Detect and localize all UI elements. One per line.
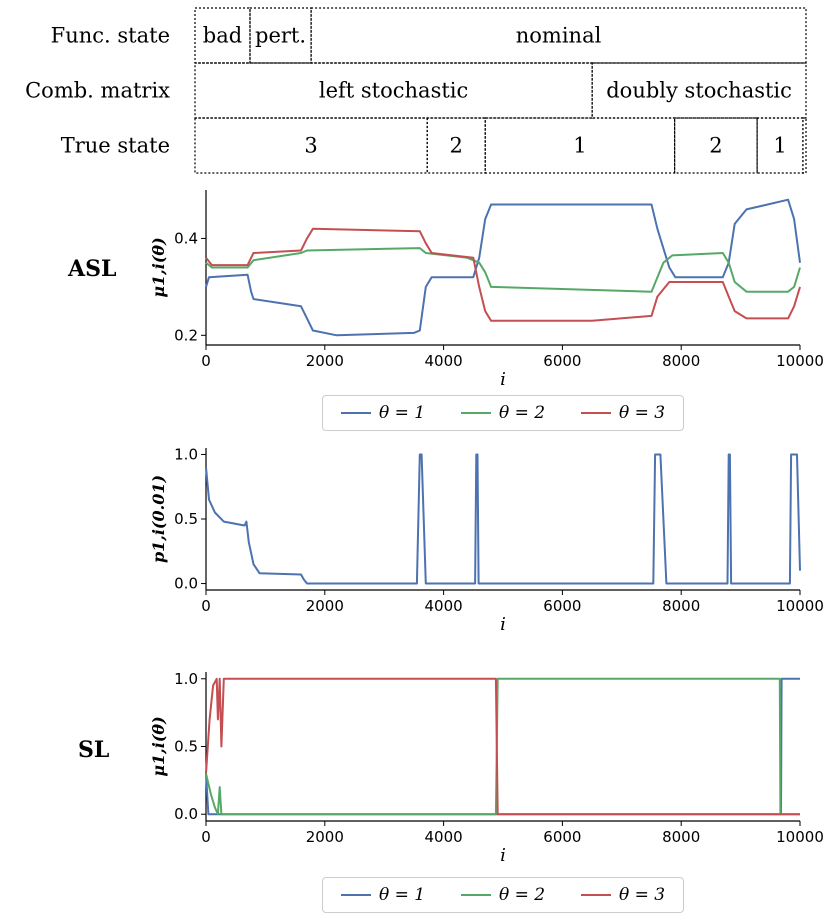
x-tick-label: 0 <box>201 597 211 615</box>
legend-swatch-theta2 <box>460 894 491 896</box>
legend-label-theta1: θ = 1 <box>378 885 426 905</box>
y-tick-label: 1.0 <box>174 445 198 463</box>
legend-swatch-theta2 <box>460 412 491 414</box>
timeline-segment-label: doubly stochastic <box>606 79 792 103</box>
x-tick-label: 0 <box>201 352 211 370</box>
timeline-segment-label: 1 <box>773 134 786 158</box>
y-axis-label: p1,i(0.01) <box>149 475 168 563</box>
x-tick-label: 0 <box>201 828 211 846</box>
timeline-segment-label: 1 <box>573 134 586 158</box>
sl-legend: θ = 1 θ = 2 θ = 3 <box>322 877 684 913</box>
timeline-segment-label: 2 <box>450 134 463 158</box>
series-line-θ2 <box>205 677 800 816</box>
x-tick-label: 2000 <box>306 828 344 846</box>
x-tick-label: 8000 <box>662 352 700 370</box>
legend-item-theta1: θ = 1 <box>340 885 426 905</box>
y-axis-label: μ1,i(θ) <box>149 237 168 297</box>
legend-item-theta2: θ = 2 <box>460 403 546 423</box>
x-axis-label: i <box>500 614 506 635</box>
legend-label-theta3: θ = 3 <box>618 403 666 423</box>
legend-item-theta3: θ = 3 <box>580 885 666 905</box>
y-tick-label: 0.4 <box>174 229 198 247</box>
legend-item-theta3: θ = 3 <box>580 403 666 423</box>
x-tick-label: 8000 <box>662 597 700 615</box>
x-tick-label: 2000 <box>306 597 344 615</box>
timeline-segment <box>802 117 807 174</box>
x-tick-label: 4000 <box>425 828 463 846</box>
x-tick-label: 6000 <box>543 352 581 370</box>
timeline-segment <box>310 7 807 64</box>
timeline-segment <box>484 117 676 174</box>
x-tick-label: 10000 <box>776 352 824 370</box>
timeline-segment-label: pert. <box>255 24 306 48</box>
timeline-segment <box>194 117 428 174</box>
timeline-segment-label: left stochastic <box>319 79 468 103</box>
timeline-segment <box>674 117 758 174</box>
timeline-row-label: Func. state <box>51 24 170 48</box>
sl-chart: 0 2000 4000 6000 8000 10000 0.0 0.5 1.0 i μ1,i(θ) <box>149 670 824 866</box>
x-tick-label: 6000 <box>543 597 581 615</box>
legend-label-theta2: θ = 2 <box>498 885 546 905</box>
sl-label: SL <box>78 737 110 763</box>
x-tick-label: 10000 <box>776 828 824 846</box>
x-tick-label: 6000 <box>543 828 581 846</box>
series-line-θ1 <box>205 198 801 337</box>
legend-label-theta1: θ = 1 <box>378 403 426 423</box>
timeline-segment-label: nominal <box>516 24 602 48</box>
y-axis-label: μ1,i(θ) <box>149 716 168 776</box>
legend-label-theta2: θ = 2 <box>498 403 546 423</box>
x-axis-label: i <box>500 369 506 390</box>
pvalue-chart: 0 2000 4000 6000 8000 10000 0.0 0.5 1.0 i p1,i(0.0… <box>149 445 824 635</box>
timeline-segment-label: 3 <box>304 134 317 158</box>
x-tick-label: 4000 <box>425 352 463 370</box>
legend-item-theta1: θ = 1 <box>340 403 426 423</box>
timeline-row-label: Comb. matrix <box>25 79 170 103</box>
timeline-segment <box>194 7 251 64</box>
timeline-segment <box>194 62 593 119</box>
asl-label: ASL <box>68 256 117 282</box>
x-tick-label: 8000 <box>662 828 700 846</box>
y-tick-label: 0.2 <box>174 326 198 344</box>
legend-label-theta3: θ = 3 <box>618 885 666 905</box>
timeline-row-label: True state <box>61 134 170 158</box>
series-line-θ3 <box>205 227 801 322</box>
series-line-θ2 <box>205 247 801 293</box>
y-tick-label: 0.0 <box>174 805 198 823</box>
legend-swatch-theta1 <box>340 894 371 896</box>
asl-chart: 0 2000 4000 6000 8000 10000 0.2 0.4 i μ1,i(θ) <box>149 190 824 390</box>
series-line-θ1 <box>205 677 800 816</box>
x-tick-label: 2000 <box>306 352 344 370</box>
legend-swatch-theta1 <box>340 412 371 414</box>
legend-item-theta2: θ = 2 <box>460 885 546 905</box>
legend-swatch-theta3 <box>580 412 611 414</box>
y-tick-label: 0.5 <box>174 510 198 528</box>
y-tick-label: 0.5 <box>174 738 198 756</box>
asl-legend: θ = 1 θ = 2 θ = 3 <box>322 395 684 431</box>
state-timeline: Func. state bad pert. nominal Comb. matrix le… <box>25 7 807 174</box>
x-tick-label: 4000 <box>425 597 463 615</box>
y-tick-label: 0.0 <box>174 575 198 593</box>
series-line-θ1 <box>205 453 801 585</box>
timeline-segment <box>591 62 807 119</box>
x-axis-label: i <box>500 845 506 866</box>
x-tick-label: 10000 <box>776 597 824 615</box>
timeline-segment-label: bad <box>203 24 242 48</box>
series-line-θ3 <box>205 677 800 816</box>
timeline-segment-label: 2 <box>709 134 722 158</box>
y-tick-label: 1.0 <box>174 670 198 688</box>
legend-swatch-theta3 <box>580 894 611 896</box>
